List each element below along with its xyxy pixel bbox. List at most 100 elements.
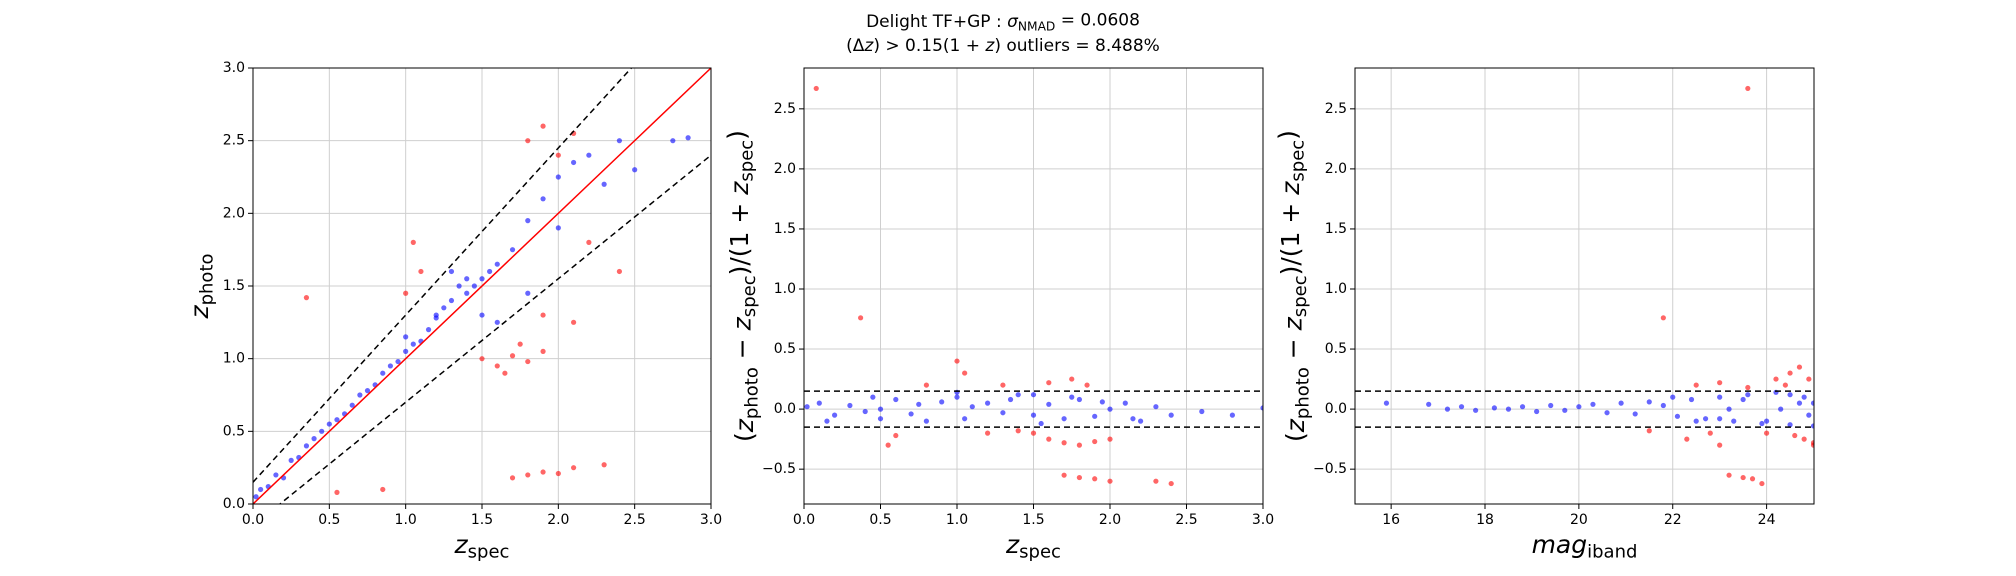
x-tick-label: 0.5 — [869, 512, 891, 528]
point — [824, 418, 830, 424]
point — [479, 276, 485, 282]
point — [1792, 432, 1798, 439]
point — [1534, 408, 1540, 415]
point — [1107, 478, 1113, 484]
panel: 0.0 0.5 1.0 1.5 2.0 2.5 3.0 0.0 0.5 1.0 1.5 2.0 2.5 3… — [185, 60, 722, 562]
point — [571, 319, 577, 325]
point — [1787, 370, 1793, 376]
point — [1674, 413, 1681, 419]
text-segment: ( — [1281, 432, 1310, 442]
point — [1153, 404, 1159, 410]
text-segment: z — [454, 530, 469, 559]
point — [1030, 392, 1037, 398]
point — [1810, 400, 1814, 406]
y-tick-label: 0.0 — [223, 496, 245, 512]
x-tick-label: 16 — [1382, 512, 1400, 528]
subscript: photo — [741, 367, 762, 419]
subscript: spec — [736, 140, 757, 182]
point — [1092, 438, 1098, 445]
point — [1199, 408, 1205, 415]
point — [1660, 402, 1666, 409]
point — [334, 489, 340, 495]
point — [1076, 442, 1082, 448]
axes-frame — [1354, 67, 1815, 505]
point — [632, 167, 638, 173]
point — [670, 138, 676, 144]
point — [877, 406, 884, 412]
x-tick-label: 1.5 — [471, 512, 493, 528]
threshold-line — [253, 68, 633, 483]
x-tick-label: 2.0 — [547, 512, 569, 528]
point — [1015, 428, 1021, 434]
point — [1688, 396, 1695, 403]
point — [1660, 315, 1666, 321]
panel: 0.0 0.5 1.0 1.5 2.0 2.5 3.0 −0.5 0.0 0.5 1.0 1.5 2.0… — [723, 67, 1274, 562]
x-axis-label: magiband — [1532, 530, 1638, 562]
text-segment: (Δ — [846, 36, 865, 56]
figure-subtitle: (Δz) > 0.15(1 + z) outliers = 8.488% — [846, 36, 1160, 56]
point — [1806, 376, 1812, 382]
point — [571, 465, 577, 471]
text-segment: z — [1005, 530, 1020, 559]
point — [288, 457, 294, 463]
point — [349, 402, 355, 408]
point — [1782, 382, 1788, 388]
point — [540, 123, 546, 129]
point — [939, 399, 945, 405]
point — [1030, 430, 1037, 436]
text-segment: ) — [723, 130, 752, 140]
y-tick-label: 0.0 — [774, 401, 796, 417]
y-tick-label: 1.5 — [774, 221, 796, 237]
point — [410, 239, 416, 245]
y-tick-label: 1.0 — [1325, 281, 1347, 297]
point — [1717, 394, 1723, 400]
text-segment: − — [728, 330, 757, 367]
point — [1061, 472, 1067, 478]
point — [1646, 428, 1652, 434]
point — [509, 247, 516, 253]
y-tick-label: 3.0 — [223, 60, 245, 76]
y-tick-label: 1.5 — [223, 278, 245, 294]
point — [916, 401, 922, 407]
text-segment: ) outliers = 8.488% — [994, 36, 1160, 56]
point — [804, 404, 810, 410]
point — [540, 196, 546, 202]
panel: 16 18 20 22 24 −0.5 0.0 0.5 1.0 1.5 2.0 2.5 magiband… — [1274, 67, 1815, 562]
point — [1796, 400, 1803, 406]
point — [1759, 420, 1765, 427]
point — [448, 268, 455, 275]
point — [418, 268, 424, 275]
point — [1046, 436, 1052, 442]
text-segment: z — [728, 316, 757, 331]
point — [1015, 392, 1021, 398]
point — [540, 348, 546, 354]
point — [1229, 412, 1235, 418]
x-tick-label: 0.0 — [793, 512, 815, 528]
subscript: spec — [1290, 275, 1311, 317]
subscript: spec — [1019, 541, 1061, 562]
point — [1806, 412, 1812, 418]
point — [923, 382, 930, 388]
point — [813, 85, 819, 92]
point — [441, 305, 447, 311]
point — [1426, 401, 1432, 407]
point — [985, 430, 991, 436]
point — [1796, 364, 1803, 370]
y-tick-label: 2.5 — [1325, 101, 1347, 117]
point — [962, 416, 968, 422]
point — [525, 138, 531, 144]
point — [923, 418, 930, 424]
point — [1646, 399, 1652, 405]
point — [1000, 382, 1006, 388]
point — [601, 181, 607, 187]
point — [387, 363, 393, 369]
point — [494, 363, 500, 369]
y-tick-label: 2.0 — [1325, 161, 1347, 177]
point — [1061, 416, 1067, 422]
x-tick-label: 1.5 — [1022, 512, 1044, 528]
point — [1745, 392, 1751, 398]
point — [586, 152, 592, 158]
point — [1740, 396, 1746, 403]
plot-area — [804, 85, 1263, 487]
